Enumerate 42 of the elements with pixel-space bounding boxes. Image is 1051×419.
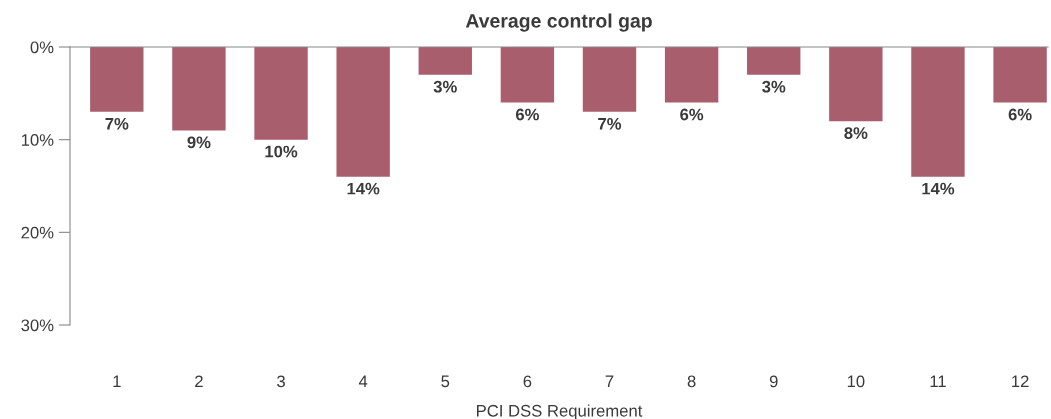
data-label: 9%	[187, 136, 211, 149]
chart-title: Average control gap	[465, 13, 652, 32]
bar	[911, 47, 965, 177]
data-label: 14%	[922, 182, 955, 195]
x-tick-label: 3	[277, 375, 285, 388]
x-tick-label: 11	[930, 375, 946, 388]
x-axis-title: PCI DSS Requirement	[477, 404, 643, 419]
bar	[993, 47, 1047, 103]
data-label: 10%	[265, 145, 298, 158]
data-label: 6%	[680, 108, 704, 121]
x-tick-label: 1	[113, 375, 121, 388]
x-tick-label: 5	[441, 375, 450, 388]
bar	[582, 47, 637, 112]
y-tick-label: 10%	[21, 134, 54, 146]
x-tick-label: 12	[1012, 375, 1029, 388]
x-tick-label: 10	[847, 375, 865, 388]
bar	[254, 47, 308, 140]
x-tick-label: 8	[687, 375, 696, 388]
data-label: 6%	[515, 108, 539, 121]
bar	[500, 47, 555, 103]
bar	[664, 47, 719, 103]
data-label: 7%	[105, 117, 129, 130]
data-label: 8%	[844, 127, 868, 139]
bar	[829, 47, 883, 122]
x-tick-label: 4	[358, 375, 368, 388]
x-tick-label: 7	[605, 375, 614, 388]
x-tick-label: 9	[769, 375, 778, 388]
data-label: 3%	[762, 80, 786, 93]
bar	[418, 47, 472, 75]
y-tick-label: 30%	[21, 319, 54, 332]
y-tick-label: 0%	[30, 41, 54, 54]
bar	[172, 47, 226, 131]
x-tick-label: 2	[195, 375, 203, 388]
bar	[90, 47, 144, 112]
data-label: 7%	[598, 117, 622, 130]
bar	[747, 47, 801, 75]
data-label: 3%	[433, 80, 457, 93]
x-tick-label: 6	[523, 375, 532, 388]
y-tick-label: 20%	[21, 226, 54, 239]
data-label: 14%	[347, 182, 380, 195]
bar	[336, 47, 390, 177]
data-label: 6%	[1008, 108, 1032, 121]
